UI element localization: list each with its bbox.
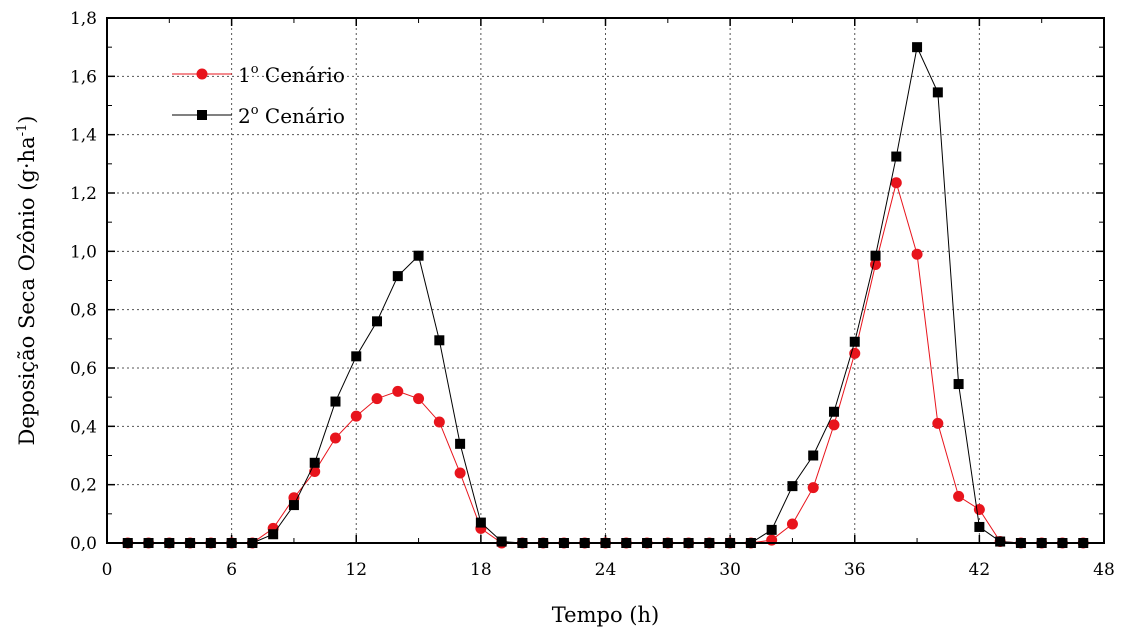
series-1-point	[350, 410, 362, 422]
series-2-point	[891, 151, 902, 162]
data-series	[122, 42, 1089, 549]
series-1-point	[371, 393, 383, 405]
legend-label-1: 1o Cenário	[238, 62, 345, 87]
series-2-point	[288, 500, 299, 511]
series-1-point	[454, 467, 466, 479]
y-tick-label: 0,6	[70, 359, 97, 379]
x-tick-label: 30	[719, 560, 741, 580]
series-2-point	[974, 521, 985, 532]
y-tick-label: 0,0	[70, 534, 97, 554]
series-1-point	[807, 482, 819, 494]
series-2-point	[351, 351, 362, 362]
series-1-point	[973, 503, 985, 515]
series-1-point	[329, 432, 341, 444]
series-2-point	[330, 396, 341, 407]
series-1	[122, 177, 1089, 549]
y-tick-label: 0,8	[70, 301, 97, 321]
series-1-point	[433, 416, 445, 428]
tick-labels: 0 6 12 18 24 30 36 42 480,00,20,40,60,81,01,21,4…	[70, 9, 1115, 580]
series-2-point	[995, 536, 1006, 547]
series-2-point	[392, 271, 403, 282]
series-1-point	[890, 177, 902, 189]
y-tick-label: 1,8	[70, 9, 97, 29]
x-tick-label: 48	[1093, 560, 1115, 580]
series-2-point	[870, 250, 881, 261]
series-1-point	[786, 518, 798, 530]
legend-label-2: 2o Cenário	[238, 103, 345, 128]
y-axis-title-suffix: )	[15, 116, 39, 124]
series-2-point	[372, 316, 383, 327]
series-1-point	[953, 490, 965, 502]
series-2-point	[766, 524, 777, 535]
series-2-point	[787, 481, 798, 492]
legend-label-1-number: 1	[238, 63, 251, 87]
y-axis-title: Deposição Seca Ozônio (g·ha-1)	[15, 116, 39, 446]
legend-item-1: 1o Cenário	[172, 62, 345, 87]
series-2-point	[828, 406, 839, 417]
legend-item-2: 2o Cenário	[172, 103, 345, 128]
y-tick-label: 1,2	[70, 184, 97, 204]
y-tick-label: 0,4	[70, 417, 97, 437]
x-tick-label: 0	[102, 560, 113, 580]
y-axis-title-superscript: -1	[15, 124, 30, 137]
y-tick-label: 0,2	[70, 476, 97, 496]
x-tick-label: 24	[595, 560, 617, 580]
legend-marker-2	[197, 110, 207, 120]
series-1-point	[932, 417, 944, 429]
series-2-point	[849, 336, 860, 347]
x-tick-label: 36	[844, 560, 866, 580]
y-tick-label: 1,0	[70, 242, 97, 262]
series-2-point	[953, 379, 964, 390]
x-tick-label: 12	[345, 560, 367, 580]
series-1-point	[911, 248, 923, 260]
legend-label-2-superscript: o	[251, 103, 259, 118]
x-tick-label: 6	[226, 560, 237, 580]
series-2-point	[932, 87, 943, 98]
series-2-point	[912, 42, 923, 53]
x-tick-label: 42	[969, 560, 991, 580]
y-axis-title-main: Deposição Seca Ozônio (g·ha	[15, 136, 39, 445]
series-2-point	[808, 450, 819, 461]
x-tick-label: 18	[470, 560, 492, 580]
series-2-point	[309, 457, 320, 468]
legend-label-1-superscript: o	[251, 62, 259, 77]
series-2-point	[268, 529, 279, 540]
y-tick-label: 1,6	[70, 67, 97, 87]
series-2-point	[455, 438, 466, 449]
series-2-point	[496, 536, 507, 547]
series-2-point	[475, 517, 486, 528]
legend-label-1-suffix: Cenário	[259, 63, 345, 87]
grid-lines	[107, 18, 1104, 543]
series-2-point	[413, 250, 424, 261]
legend-label-2-number: 2	[238, 104, 251, 128]
series-1-point	[392, 385, 404, 397]
series-1-point	[413, 393, 425, 405]
plot-area-frame	[106, 17, 1105, 544]
legend: 1o Cenário 2o Cenário	[172, 62, 345, 128]
legend-label-2-suffix: Cenário	[259, 104, 345, 128]
x-axis-title: Tempo (h)	[552, 603, 659, 627]
legend-marker-1	[196, 68, 208, 80]
y-tick-label: 1,4	[70, 126, 97, 146]
series-2-point	[434, 335, 445, 346]
series-1-point	[828, 419, 840, 431]
